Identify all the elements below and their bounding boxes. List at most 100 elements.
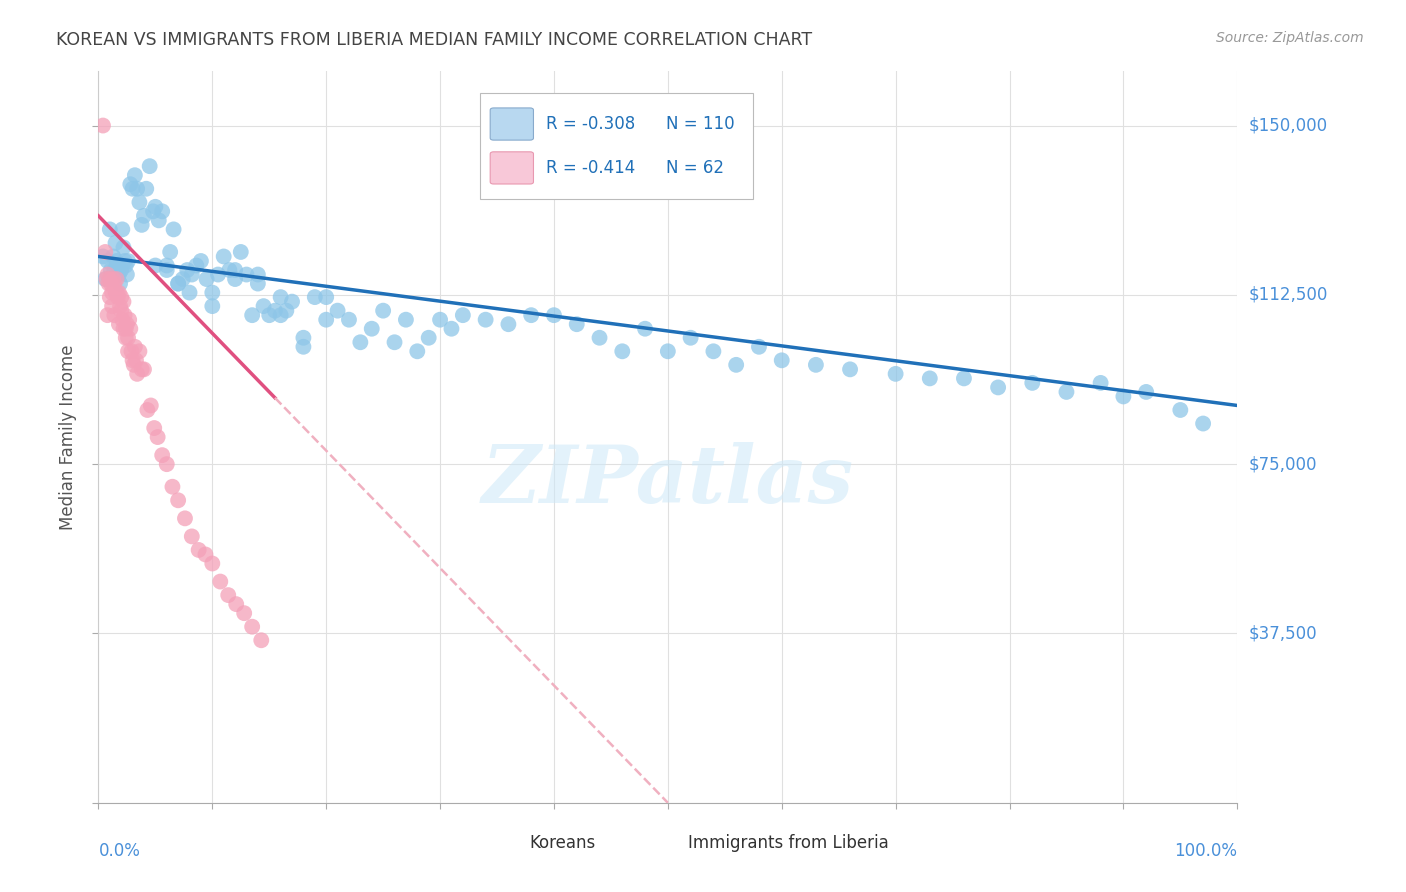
Point [150, 448, 173, 462]
Point [588, 331, 610, 345]
Point [114, 259, 136, 273]
Point [124, 168, 146, 182]
Point [124, 340, 146, 354]
Text: Source: ZipAtlas.com: Source: ZipAtlas.com [1216, 31, 1364, 45]
Point [101, 299, 124, 313]
Point [180, 268, 202, 282]
Point [918, 371, 941, 385]
Point [97, 277, 120, 291]
Point [96, 272, 118, 286]
Point [100, 263, 122, 277]
Point [115, 268, 138, 282]
Point [212, 250, 235, 264]
Point [162, 480, 184, 494]
Point [1090, 376, 1112, 390]
Point [103, 277, 125, 291]
Text: $112,500: $112,500 [1249, 285, 1327, 304]
FancyBboxPatch shape [491, 108, 533, 140]
Point [1112, 389, 1135, 403]
Point [118, 312, 141, 326]
Point [114, 331, 136, 345]
Point [148, 213, 170, 227]
Point [91, 119, 114, 133]
Point [104, 285, 127, 300]
Point [406, 344, 429, 359]
Point [217, 588, 239, 602]
Point [1192, 417, 1215, 431]
Point [146, 430, 169, 444]
Point [474, 312, 496, 326]
Text: $150,000: $150,000 [1249, 117, 1327, 135]
Point [98, 222, 121, 236]
Point [136, 403, 159, 417]
Point [131, 362, 153, 376]
Point [121, 353, 143, 368]
Point [105, 254, 128, 268]
Point [440, 322, 463, 336]
Text: N = 110: N = 110 [665, 115, 734, 133]
Point [107, 290, 129, 304]
Point [201, 299, 224, 313]
Point [804, 358, 827, 372]
Point [159, 244, 181, 259]
Point [156, 457, 179, 471]
Point [612, 344, 634, 359]
Point [132, 362, 155, 376]
Point [112, 240, 135, 254]
Point [103, 263, 125, 277]
Point [112, 322, 135, 336]
Point [240, 620, 263, 634]
Point [190, 254, 212, 268]
Point [384, 335, 406, 350]
Point [702, 344, 724, 359]
Point [103, 272, 125, 286]
Text: $37,500: $37,500 [1249, 624, 1317, 642]
Point [112, 294, 135, 309]
Point [91, 250, 114, 264]
Point [94, 244, 117, 259]
Point [107, 259, 129, 273]
Point [104, 235, 127, 250]
Point [180, 529, 202, 543]
Point [128, 344, 150, 359]
Point [167, 277, 190, 291]
FancyBboxPatch shape [633, 830, 683, 858]
Point [96, 268, 118, 282]
Point [128, 195, 150, 210]
Point [276, 303, 298, 318]
Point [498, 317, 520, 331]
Point [103, 250, 125, 264]
Point [101, 272, 124, 286]
Point [115, 317, 138, 331]
Point [138, 159, 160, 173]
Point [292, 331, 315, 345]
Point [195, 272, 218, 286]
Point [131, 218, 153, 232]
Point [565, 317, 588, 331]
Point [117, 254, 139, 268]
Point [142, 204, 165, 219]
Point [953, 371, 976, 385]
Text: 100.0%: 100.0% [1174, 842, 1237, 860]
Point [240, 308, 263, 322]
Point [114, 254, 136, 268]
Point [229, 244, 252, 259]
Point [162, 222, 184, 236]
Point [235, 268, 257, 282]
Point [117, 331, 139, 345]
Point [748, 340, 770, 354]
Point [679, 331, 702, 345]
Point [120, 344, 142, 359]
Point [108, 317, 131, 331]
Point [111, 222, 134, 236]
Point [233, 606, 256, 620]
Point [246, 277, 269, 291]
Point [884, 367, 907, 381]
Point [187, 543, 209, 558]
Point [725, 358, 748, 372]
Point [634, 322, 657, 336]
Point [186, 259, 208, 273]
FancyBboxPatch shape [491, 152, 533, 184]
Point [174, 511, 197, 525]
Point [360, 322, 382, 336]
